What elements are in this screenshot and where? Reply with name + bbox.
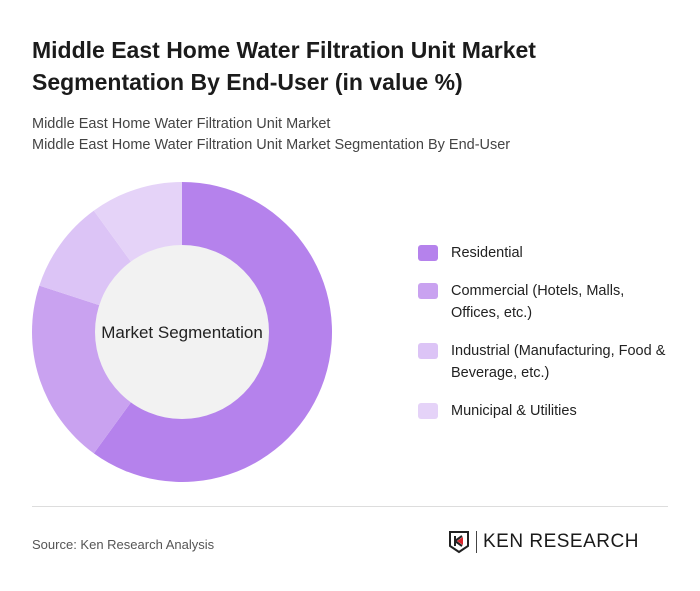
legend-item: Residential	[418, 242, 671, 264]
subtitle-line-2: Middle East Home Water Filtration Unit M…	[32, 137, 511, 153]
logo-mark-icon	[449, 531, 469, 554]
legend-label: Industrial (Manufacturing, Food & Bevera…	[451, 343, 666, 381]
legend-label: Municipal & Utilities	[451, 403, 577, 419]
center-label: Market Segmentation	[101, 323, 263, 342]
legend: Residential Commercial (Hotels, Malls, Of…	[418, 242, 671, 438]
legend-swatch	[418, 245, 438, 261]
subtitle-line-1: Middle East Home Water Filtration Unit M…	[32, 116, 331, 132]
ken-research-logo: KEN RESEARCH	[448, 530, 639, 554]
logo-text: KEN RESEARCH	[483, 531, 639, 552]
chart-title: Middle East Home Water Filtration Unit M…	[32, 37, 536, 95]
legend-item: Industrial (Manufacturing, Food & Bevera…	[418, 340, 671, 384]
subtitle: Middle East Home Water Filtration Unit M…	[32, 114, 510, 156]
source-note: Source: Ken Research Analysis	[32, 537, 215, 552]
legend-item: Commercial (Hotels, Malls, Offices, etc.…	[418, 280, 671, 324]
donut-hole	[95, 245, 269, 419]
legend-swatch	[418, 283, 438, 299]
donut-chart: Market Segmentation	[32, 182, 332, 482]
legend-swatch	[418, 343, 438, 359]
divider	[32, 506, 668, 507]
legend-label: Commercial (Hotels, Malls, Offices, etc.…	[451, 283, 625, 321]
legend-swatch	[418, 403, 438, 419]
legend-label: Residential	[451, 245, 523, 261]
legend-item: Municipal & Utilities	[418, 400, 671, 422]
